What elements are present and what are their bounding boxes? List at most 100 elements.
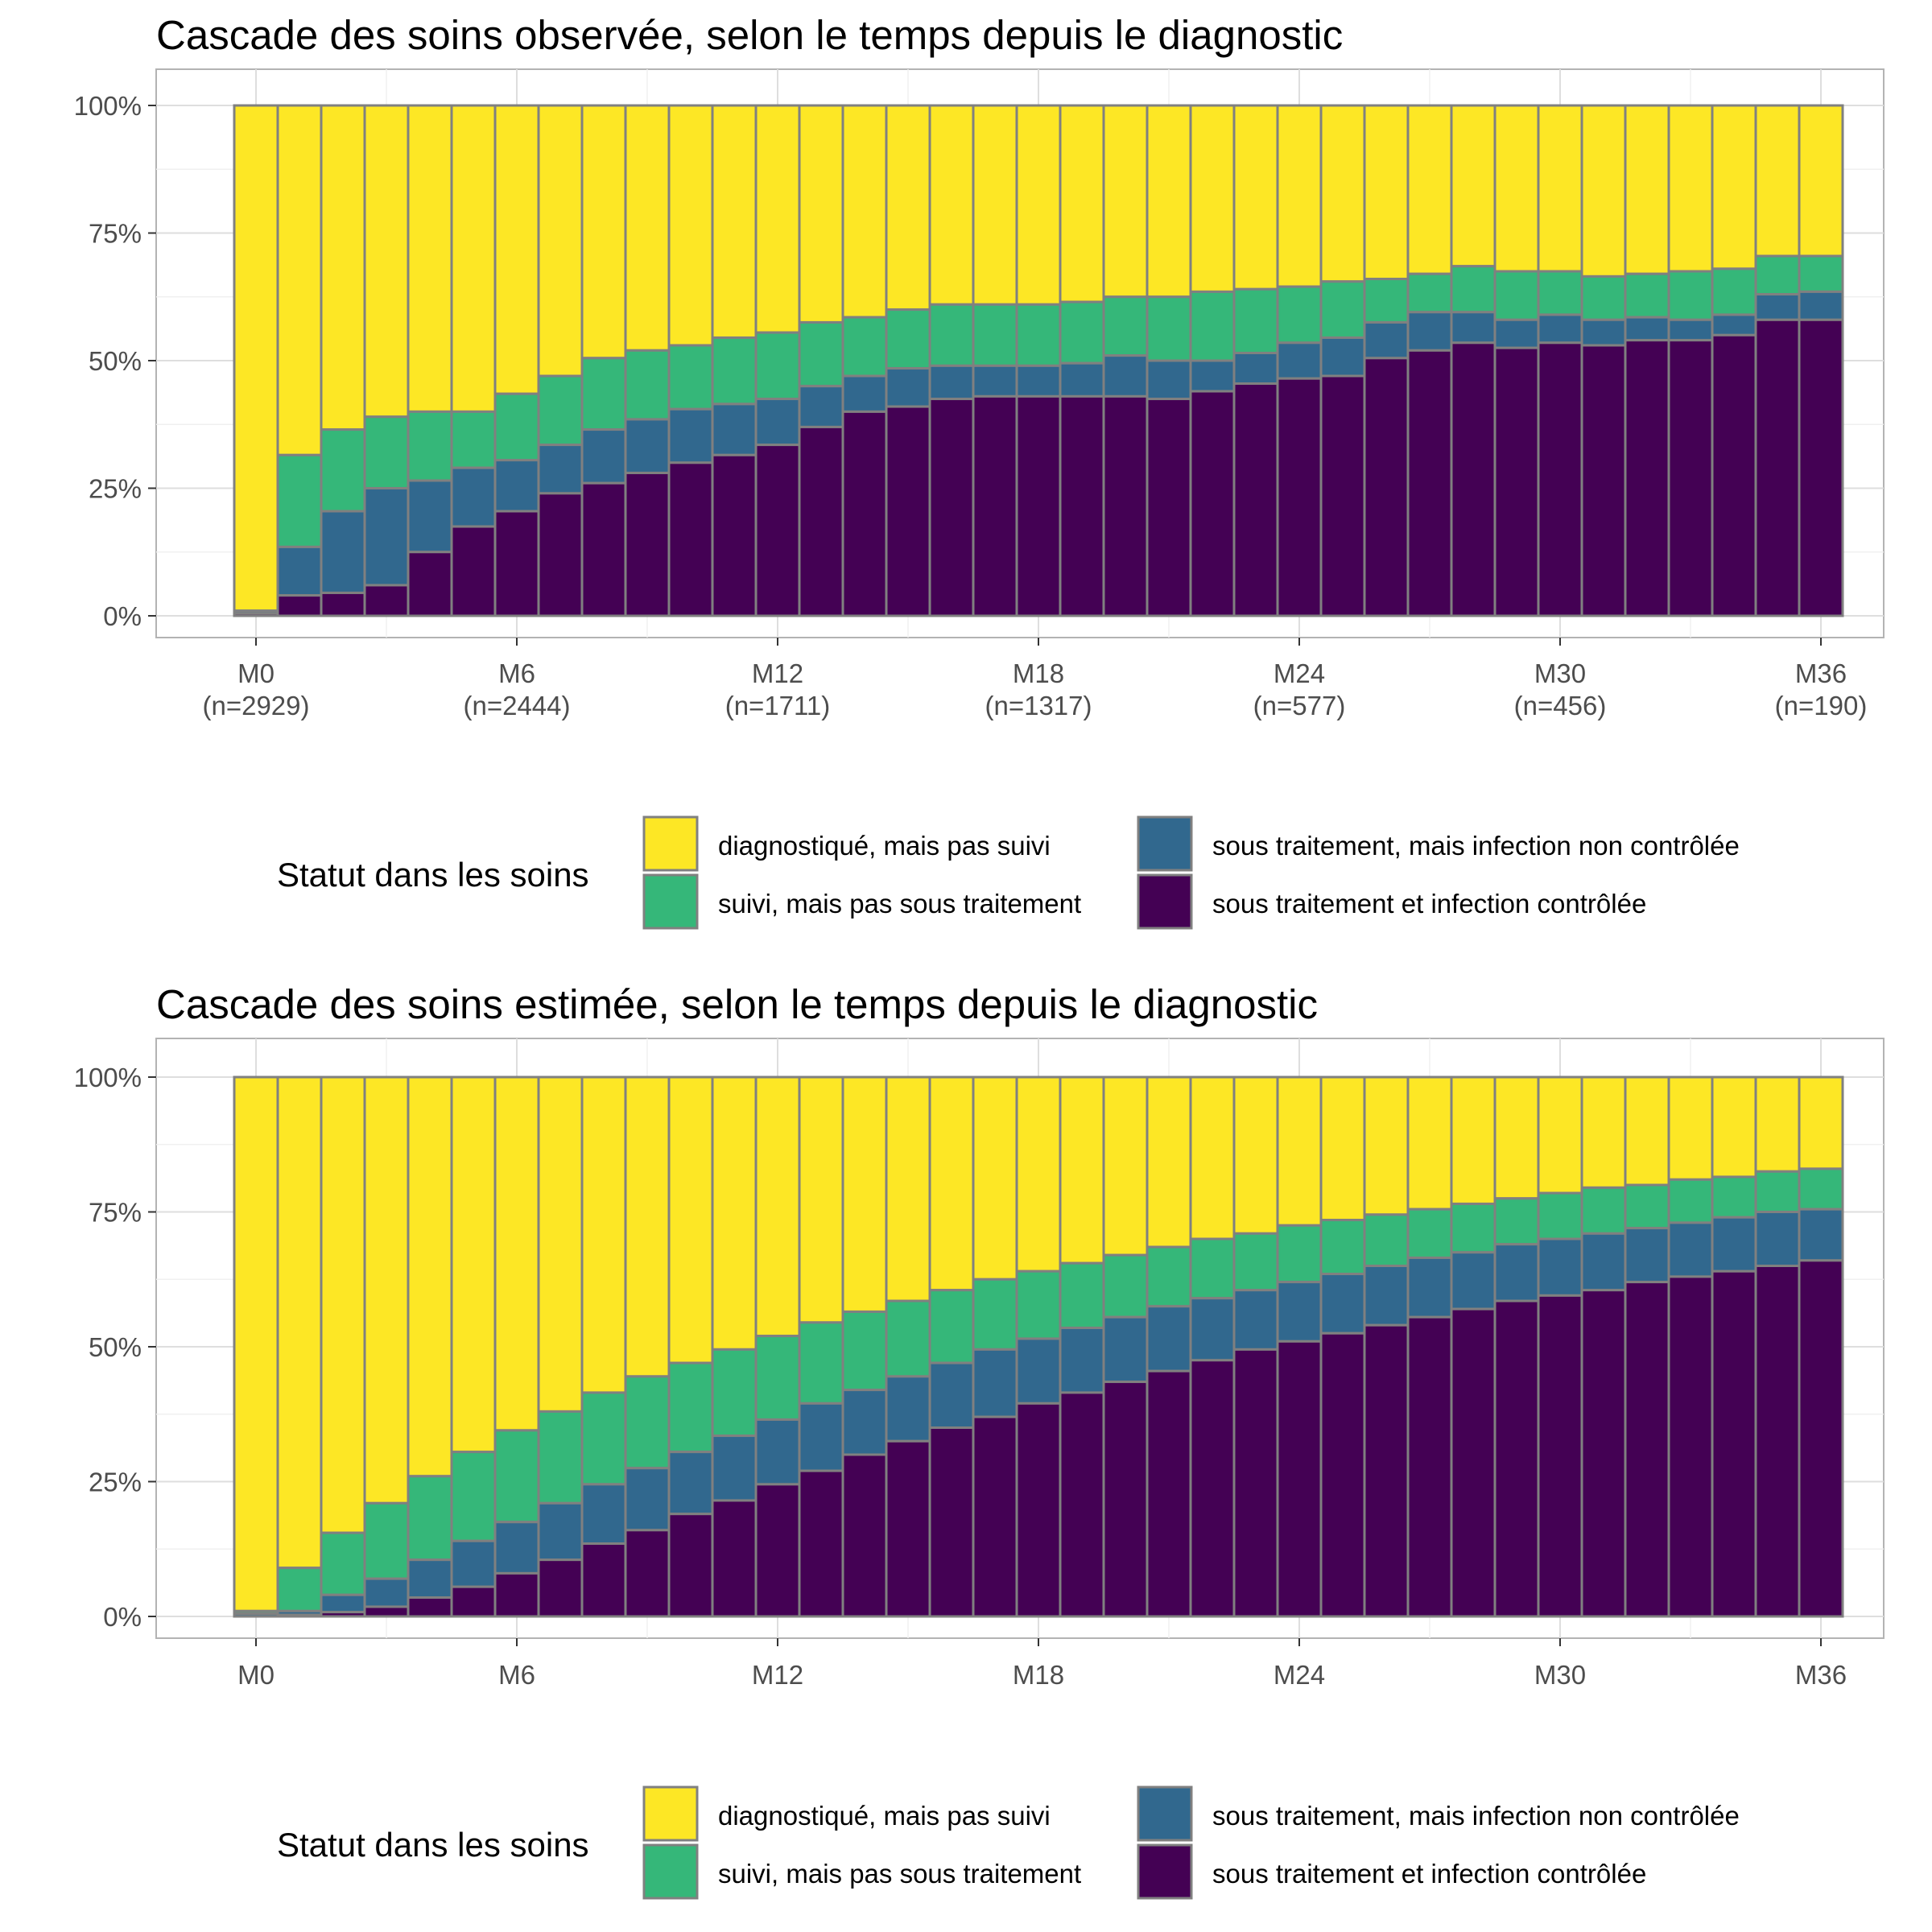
y-axis-observed: 0% 25% 50% 75% 100% xyxy=(74,91,156,631)
bar-segment-treated xyxy=(1493,1243,1540,1302)
bar-segment-treated xyxy=(885,367,931,408)
y-tick-label: 100% xyxy=(74,91,142,121)
bar-segment-diagnosed xyxy=(1102,1075,1149,1257)
legend-key-controlled xyxy=(1137,1843,1193,1900)
bar-segment-controlled xyxy=(450,1585,497,1618)
bar-segment-treated xyxy=(1711,1216,1757,1273)
bar-segment-treated xyxy=(798,1402,844,1472)
bar-segment-treated xyxy=(1015,364,1062,398)
bar-segment-controlled xyxy=(754,1483,801,1618)
bar-segment-followed xyxy=(363,1501,410,1580)
bar-segment-treated xyxy=(667,1451,714,1516)
bar-segment-controlled xyxy=(711,1499,758,1618)
bar-segment-treated xyxy=(1363,1265,1410,1327)
x-tick-sublabel: (n=190) xyxy=(1775,691,1868,720)
legend-label-followed: suivi, mais pas sous traitement xyxy=(718,1859,1081,1889)
bar-segment-treated xyxy=(1580,1232,1627,1292)
x-tick-label: M24 xyxy=(1274,1660,1325,1690)
bar-segment-treated xyxy=(1276,1281,1323,1343)
bar-segment-diagnosed xyxy=(320,1075,366,1534)
bar-segment-controlled xyxy=(1319,1331,1366,1618)
bar-segment-followed xyxy=(885,308,931,370)
bar-segment-controlled xyxy=(1667,339,1714,617)
bar-segment-followed xyxy=(1493,1197,1540,1246)
bar-segment-controlled xyxy=(276,594,323,617)
bar-segment-diagnosed xyxy=(798,1075,844,1324)
bar-segment-controlled xyxy=(407,1596,453,1618)
bar-segment-treated xyxy=(407,1558,453,1600)
bar-segment-treated xyxy=(407,479,453,554)
y-tick-label: 100% xyxy=(74,1063,142,1092)
bar-segment-controlled xyxy=(1232,382,1279,617)
bar-segment-diagnosed xyxy=(1015,1075,1062,1273)
bar-segment-diagnosed xyxy=(1493,1075,1540,1200)
bar-segment-followed xyxy=(841,1310,888,1392)
bar-segment-diagnosed xyxy=(624,104,671,352)
x-tick-label: M18 xyxy=(1013,658,1064,688)
bar-segment-diagnosed xyxy=(885,1075,931,1302)
bar-segment-treated xyxy=(754,398,801,447)
x-tick-label: M12 xyxy=(752,1660,803,1690)
bar-segment-followed xyxy=(667,344,714,411)
bar-segment-diagnosed xyxy=(1580,104,1627,278)
bar-segment-treated xyxy=(1711,313,1757,336)
x-tick-label: M18 xyxy=(1013,1660,1064,1690)
bar-segment-treated xyxy=(1754,293,1801,321)
bar-segment-followed xyxy=(1015,303,1062,367)
bar-segment-controlled xyxy=(972,394,1018,617)
bar-segment-controlled xyxy=(450,525,497,617)
bar-segment-controlled xyxy=(754,444,801,617)
bar-segment-controlled xyxy=(624,471,671,617)
bar-segment-treated xyxy=(320,1593,366,1614)
y-tick-label: 0% xyxy=(103,601,142,631)
bar-segment-diagnosed xyxy=(450,104,497,413)
bar-segment-followed xyxy=(1580,1186,1627,1235)
bar-segment-followed xyxy=(537,1410,584,1505)
bar-segment-controlled xyxy=(1580,344,1627,617)
bar-segment-controlled xyxy=(885,1439,931,1618)
bar-segment-controlled xyxy=(667,461,714,617)
bar-segment-followed xyxy=(1450,1202,1496,1254)
bar-segment-followed xyxy=(1146,295,1192,362)
bar-segment-diagnosed xyxy=(841,1075,888,1313)
x-tick-label: M30 xyxy=(1534,1660,1586,1690)
y-axis-estimated: 0% 25% 50% 75% 100% xyxy=(74,1063,156,1632)
bar-segment-diagnosed xyxy=(1232,104,1279,291)
bar-segment-treated xyxy=(1146,359,1192,401)
bar-segment-treated xyxy=(580,428,627,485)
bar-segment-followed xyxy=(1189,1237,1236,1300)
legend-title: Statut dans les soins xyxy=(277,856,589,894)
x-tick-label: M36 xyxy=(1795,658,1847,688)
bar-segment-followed xyxy=(407,1475,453,1562)
x-tick-label: M24 xyxy=(1274,658,1325,688)
legend-label-diagnosed: diagnostiqué, mais pas suivi xyxy=(718,831,1051,861)
legend-key-diagnosed xyxy=(642,1785,699,1842)
bar-segment-treated xyxy=(363,487,410,587)
x-tick-sublabel: (n=1711) xyxy=(725,691,831,720)
bar-segment-controlled xyxy=(1624,339,1670,617)
bar-segment-controlled xyxy=(1711,1269,1757,1618)
bar-segment-diagnosed xyxy=(667,104,714,347)
bar-segment-treated xyxy=(711,1435,758,1502)
bar-segment-treated xyxy=(363,1577,410,1608)
bar-segment-treated xyxy=(1537,313,1583,345)
bar-segment-controlled xyxy=(320,591,366,617)
y-tick-label: 50% xyxy=(89,1332,142,1362)
bar-segment-followed xyxy=(1319,1219,1366,1276)
x-axis-observed: M0 (n=2929) M6 (n=2444) M12 (n=1711) M18 (n=131… xyxy=(202,638,1867,720)
bar-segment-diagnosed xyxy=(1493,104,1540,273)
bar-segment-diagnosed xyxy=(320,104,366,431)
bar-segment-followed xyxy=(711,1348,758,1438)
x-tick-label: M0 xyxy=(237,658,275,688)
bar-segment-treated xyxy=(1754,1211,1801,1267)
y-tick-label: 75% xyxy=(89,1198,142,1228)
bar-segment-diagnosed xyxy=(407,104,453,413)
bar-segment-treated xyxy=(711,402,758,456)
y-tick-label: 0% xyxy=(103,1602,142,1632)
bar-segment-followed xyxy=(1754,1170,1801,1213)
bar-segment-diagnosed xyxy=(1146,104,1192,299)
bar-segment-diagnosed xyxy=(580,1075,627,1394)
bar-segment-followed xyxy=(320,1531,366,1596)
bar-segment-treated xyxy=(1102,1315,1149,1384)
bar-segment-controlled xyxy=(1146,398,1192,617)
